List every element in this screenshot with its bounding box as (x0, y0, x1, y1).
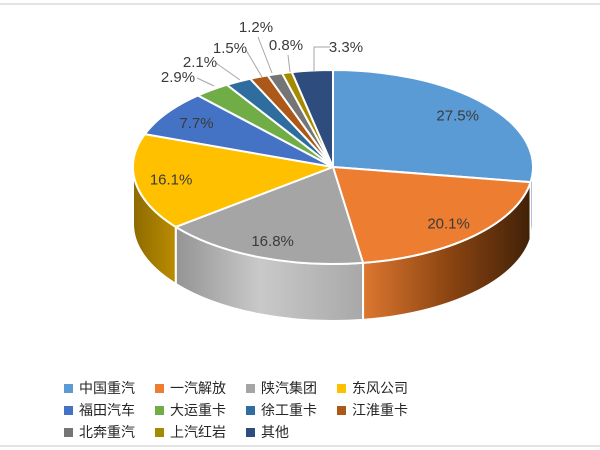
legend-label: 中国重汽 (79, 380, 135, 396)
legend-item-3: 东风公司 (337, 377, 428, 399)
legend-label: 其他 (261, 424, 289, 440)
legend-marker-icon (337, 405, 346, 415)
top-divider (0, 3, 600, 5)
leader-line-7 (245, 49, 263, 78)
data-label-6: 2.1% (183, 54, 217, 71)
legend-item-7: 江淮重卡 (337, 399, 428, 421)
legend-marker-icon (246, 383, 255, 393)
data-label-10: 3.3% (329, 39, 363, 56)
legend-label: 陕汽集团 (261, 380, 317, 396)
legend-label: 北奔重汽 (79, 424, 135, 440)
legend-label: 大运重卡 (170, 402, 226, 418)
legend-marker-icon (64, 383, 73, 393)
pie-slice-2 (174, 166, 365, 265)
legend-item-9: 上汽红岩 (155, 421, 246, 443)
legend-item-2: 陕汽集团 (246, 377, 337, 399)
legend-label: 上汽红岩 (170, 424, 226, 440)
legend-item-8: 北奔重汽 (64, 421, 155, 443)
data-labels: 27.5% 20.1% 16.8% 16.1% 7.7% 2.9%2.1%1.5% 1.2%… (150, 19, 479, 250)
data-label-4: 7.7% (179, 115, 213, 132)
legend-label: 东风公司 (352, 380, 408, 396)
leader-line-5 (196, 77, 215, 87)
leader-line-10 (313, 46, 330, 72)
legend-item-4: 福田汽车 (64, 399, 155, 421)
legend-item-10: 其他 (246, 421, 337, 443)
pie-chart-area: 27.5% 20.1% 16.8% 16.1% 7.7% 2.9% 2.1% 1.5% 1.2%… (132, 19, 534, 322)
pie-slice-10 (290, 69, 334, 168)
legend-label: 江淮重卡 (352, 402, 408, 418)
legend-marker-icon (246, 427, 255, 437)
leader-line-6 (215, 62, 241, 81)
legend-label: 徐工重卡 (261, 402, 317, 418)
leader-line-8 (257, 36, 273, 74)
legend-marker-icon (246, 405, 255, 415)
data-label-7: 1.5% (213, 40, 247, 57)
data-label-0: 27.5% (436, 107, 479, 124)
data-label-9: 0.8% (269, 37, 303, 54)
legend-marker-icon (64, 427, 73, 437)
chart-legend: 中国重汽 一汽解放 陕汽集团 东风公司福田汽车 大运重卡 徐工重卡 江淮重卡北奔重汽 上汽红岩… (64, 377, 428, 443)
legend-item-1: 一汽解放 (155, 377, 246, 399)
legend-marker-icon (155, 405, 164, 415)
legend-marker-icon (64, 405, 73, 415)
legend-marker-icon (155, 383, 164, 393)
legend-label: 一汽解放 (170, 380, 226, 396)
pie-3d-chart: 27.5% 20.1% 16.8% 16.1% 7.7% 2.9%2.1%1.5% 1.2%… (132, 19, 534, 322)
bottom-divider (0, 445, 600, 447)
leader-line-9 (287, 54, 291, 73)
legend-marker-icon (155, 427, 164, 437)
pie-slice-0 (332, 69, 534, 184)
data-label-3: 16.1% (150, 172, 193, 189)
pie-slice-3 (132, 133, 334, 228)
legend-item-6: 徐工重卡 (246, 399, 337, 421)
data-label-1: 20.1% (427, 215, 470, 232)
pie-slices (132, 69, 534, 265)
pie-slice-1 (332, 166, 532, 264)
legend-item-5: 大运重卡 (155, 399, 246, 421)
label-leader-lines (196, 36, 330, 87)
legend-marker-icon (337, 383, 346, 393)
legend-item-0: 中国重汽 (64, 377, 155, 399)
pie-slice-4 (143, 94, 334, 168)
data-label-8: 1.2% (239, 19, 273, 36)
data-label-5: 2.9% (161, 69, 195, 86)
legend-label: 福田汽车 (79, 402, 135, 418)
data-label-2: 16.8% (251, 233, 294, 250)
